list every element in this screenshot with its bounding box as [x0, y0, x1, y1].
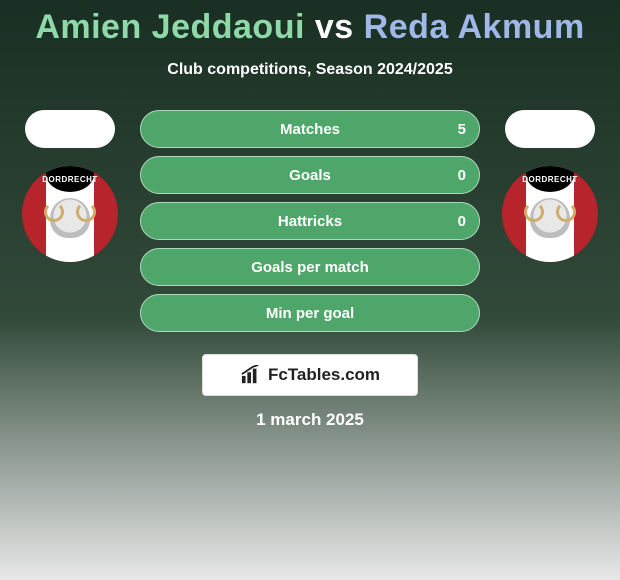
stat-bar-label: Hattricks: [278, 213, 342, 230]
infographic-canvas: Amien Jeddaoui vs Reda Akmum Club compet…: [0, 0, 620, 580]
stat-bar-value: 0: [458, 213, 466, 230]
page-title: Amien Jeddaoui vs Reda Akmum: [0, 0, 620, 47]
stat-bar-value: 0: [458, 167, 466, 184]
title-player2: Reda Akmum: [364, 8, 585, 46]
branding-badge: FcTables.com: [202, 354, 418, 396]
subtitle: Club competitions, Season 2024/2025: [0, 61, 620, 79]
stat-bar-label: Min per goal: [266, 305, 354, 322]
date-text: 1 march 2025: [0, 410, 620, 430]
bars-icon: [240, 365, 262, 385]
stat-bar: Matches 5: [140, 110, 480, 148]
badge-mid: DORDRECHT: [46, 166, 94, 262]
badge-arc-text: DORDRECHT: [526, 166, 574, 192]
stat-bar: Min per goal: [140, 294, 480, 332]
badge-ram-icon: [50, 198, 90, 238]
right-side-col: DORDRECHT: [500, 110, 600, 262]
stat-bars: Matches 5 Goals 0 Hattricks 0 Goals per match M…: [140, 110, 480, 332]
left-club-badge: DORDRECHT: [22, 166, 118, 262]
right-club-badge: DORDRECHT: [502, 166, 598, 262]
branding-text: FcTables.com: [268, 365, 380, 385]
title-player1: Amien Jeddaoui: [35, 8, 305, 46]
title-vs: vs: [315, 8, 354, 46]
badge-mid: DORDRECHT: [526, 166, 574, 262]
stat-bar-label: Goals per match: [251, 259, 369, 276]
left-side-col: DORDRECHT: [20, 110, 120, 262]
left-blank-pill: [25, 110, 115, 148]
badge-arc-text: DORDRECHT: [46, 166, 94, 192]
stat-bar-label: Matches: [280, 121, 340, 138]
columns-wrap: DORDRECHT Matches5Goals0Hattricks0Goals …: [0, 110, 620, 332]
stat-bar: Hattricks 0: [140, 202, 480, 240]
stat-bar-value: 5: [458, 121, 466, 138]
stat-bar-label: Goals: [289, 167, 331, 184]
badge-ram-icon: [530, 198, 570, 238]
right-blank-pill: [505, 110, 595, 148]
stat-bar: Goals 0: [140, 156, 480, 194]
stat-bar: Goals per match: [140, 248, 480, 286]
